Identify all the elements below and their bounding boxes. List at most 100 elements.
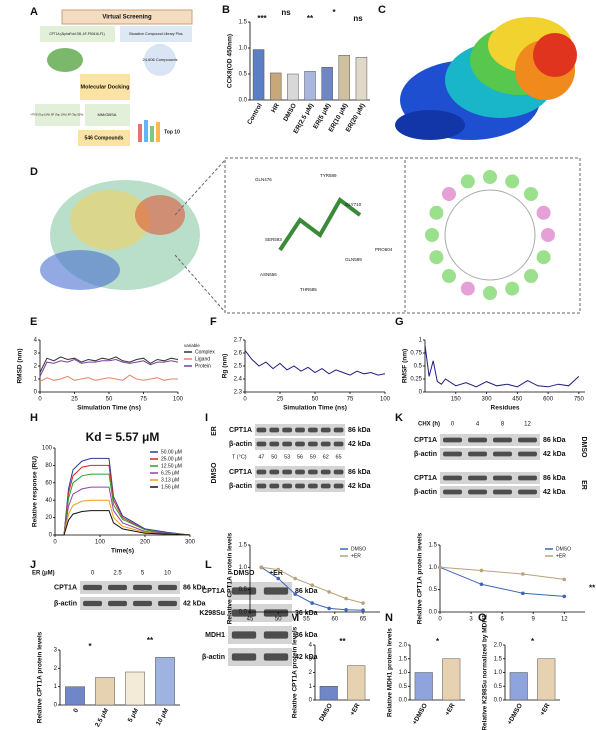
size-label: 42 kDa <box>348 483 371 490</box>
legend-label: Protein <box>195 363 211 369</box>
residue-label: THR685 <box>300 287 317 292</box>
y-tick-label: 4 <box>309 643 313 649</box>
band <box>282 441 293 447</box>
y-axis-label: Relative K298Su normalized by MDH1 <box>482 614 489 730</box>
group-label: DMSO <box>211 462 218 484</box>
size-label: 42 kDa <box>543 451 566 458</box>
x-axis-label: Time(s) <box>111 548 134 555</box>
x-tick-label: HR <box>270 102 281 114</box>
legend-label: 3.13 μM <box>161 477 179 483</box>
point <box>293 592 298 596</box>
residue-node <box>460 281 475 296</box>
x-tick-label: 50 <box>106 397 113 403</box>
diagram-text: HTVS (Top 10%) SP (Top 10%) XP (Top 50%) <box>31 113 84 117</box>
residue-node <box>524 186 539 201</box>
band <box>307 427 318 433</box>
docking-views <box>40 157 581 314</box>
point <box>327 606 331 611</box>
panel-label: O <box>478 612 487 624</box>
icon-bar <box>156 122 160 142</box>
annotation: * <box>332 8 336 17</box>
blob <box>533 33 577 77</box>
legend-label: 6.25 μM <box>161 470 179 476</box>
panel-label: A <box>30 6 38 18</box>
y-tick-label: 2.0 <box>494 643 503 649</box>
x-tick-label: 25 <box>71 397 78 403</box>
y-tick-label: 1.0 <box>429 565 438 571</box>
lane-label: +ER <box>269 570 283 577</box>
band <box>443 437 462 443</box>
bar <box>304 71 316 101</box>
size-label: 86 kDa <box>543 475 566 482</box>
size-label: 86 kDa <box>348 469 371 476</box>
residue-node <box>536 250 551 265</box>
point <box>310 583 314 587</box>
blot-bg <box>440 448 540 460</box>
ribbon <box>70 190 150 250</box>
point <box>361 608 365 613</box>
diagram-text: CPT1A (AlphaFold DB, AF-P50416-F1) <box>49 32 104 36</box>
x-tick-label: 5 μM <box>127 707 140 723</box>
y-tick-label: 1.0 <box>494 670 503 676</box>
y-tick-label: 1.5 <box>429 543 438 549</box>
band <box>256 427 267 433</box>
y-tick-label: 2.5 <box>234 364 243 370</box>
x-tick-label: 6 <box>500 617 504 623</box>
band <box>493 475 512 481</box>
annotation: * <box>531 637 535 646</box>
x-tick-label: DMSO <box>282 102 298 122</box>
band <box>256 469 267 475</box>
bar <box>287 73 299 101</box>
row-label: β-actin <box>414 489 437 496</box>
icon-bar <box>150 126 154 142</box>
size-label: 86 kDa <box>348 427 371 434</box>
residue-node <box>536 205 551 220</box>
point <box>479 568 484 573</box>
icon-bar <box>144 120 148 142</box>
y-axis-label: Relative CPT1A protein levels <box>292 626 299 718</box>
lane-label: 8 <box>501 422 505 428</box>
legend-label: +ER <box>351 553 361 559</box>
x-tick-label: Control <box>246 102 264 126</box>
lane-label: 56 <box>297 454 303 460</box>
y-tick-label: 1 <box>309 684 313 690</box>
y-tick-label: 2.0 <box>399 643 408 649</box>
band <box>493 451 512 457</box>
axis-label: ER (μM) <box>32 571 55 577</box>
y-tick-label: 3 <box>309 656 313 662</box>
zoom-line <box>174 254 226 313</box>
band <box>269 441 280 447</box>
axis-label: T (°C) <box>232 454 247 460</box>
blot-bg <box>228 648 292 666</box>
annotation: *** <box>257 14 267 23</box>
x-tick-label: +ER <box>539 702 552 717</box>
diagram-text: 546 Compounds <box>85 135 124 141</box>
point <box>479 582 484 587</box>
lane-label: 62 <box>323 454 329 460</box>
series-line <box>55 473 191 536</box>
x-tick-label: 300 <box>185 540 196 546</box>
x-axis-label: Simulation Time (ns) <box>283 405 347 412</box>
lane-label: 53 <box>284 454 290 460</box>
residue-label: GLN476 <box>255 177 272 182</box>
row-label: CPT1A <box>229 469 252 476</box>
y-axis-label: Relative CPT1A protein levels <box>227 532 234 624</box>
band <box>518 475 537 481</box>
ribbon <box>135 195 185 235</box>
x-tick-label: 0 <box>72 707 80 714</box>
point <box>521 591 525 596</box>
row-label: β-actin <box>202 654 225 661</box>
bar <box>537 658 556 701</box>
x-tick-label: DMSO <box>318 702 334 722</box>
x-tick-label: 3 <box>469 617 473 623</box>
y-tick-label: 2.3 <box>234 390 243 396</box>
band <box>231 653 257 661</box>
legend-label: Complex <box>195 349 215 355</box>
y-tick-label: 0 <box>419 390 423 396</box>
y-axis-label: CCK8(OD 450nm) <box>227 34 234 88</box>
band <box>443 475 462 481</box>
legend-label: Ligand <box>195 356 210 362</box>
point <box>438 565 442 570</box>
band <box>108 600 127 607</box>
